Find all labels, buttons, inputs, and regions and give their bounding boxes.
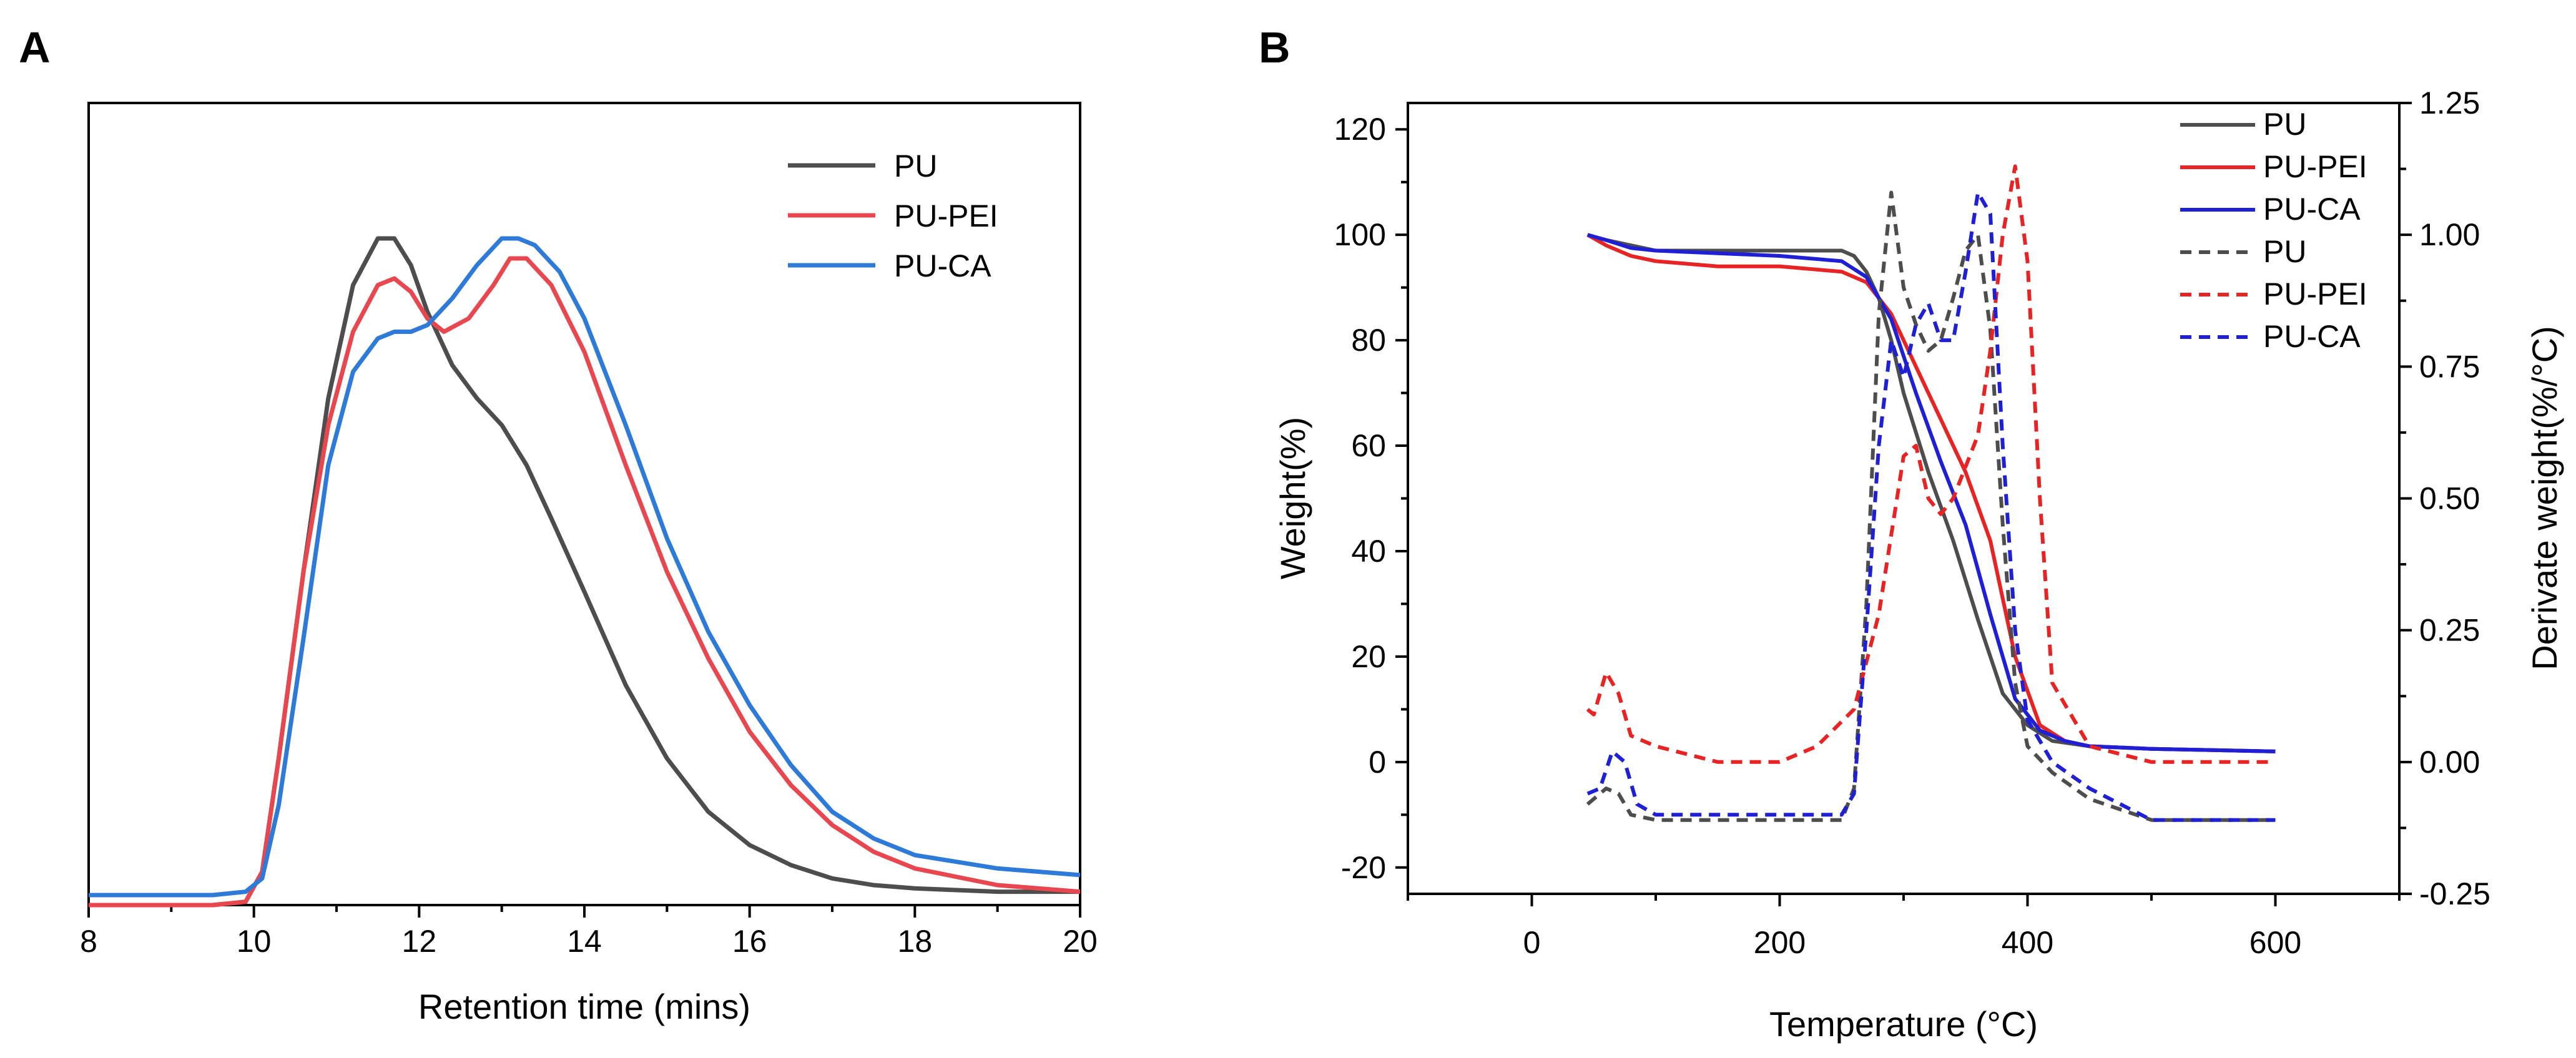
panel-b-legend-label: PU [2263,234,2306,269]
panel-b-x-tick-label: 0 [1523,925,1541,960]
panel-a-x-tick-label: 20 [1063,924,1098,959]
panel-b-y2-tick-label: 0.75 [2419,349,2480,384]
panel-b-y2-tick-label: -0.25 [2419,876,2490,911]
panel-a-x-tick-label: 12 [402,924,437,959]
panel-a-x-tick-label: 10 [237,924,272,959]
panel-b-x-tick-label: 600 [2249,925,2301,960]
panel-b-legend-label: PU-CA [2263,192,2361,227]
panel-a-legend-label: PU-CA [894,248,991,283]
panel-b-dashed-line-pu-ca [1586,190,2276,822]
panel-b-dashed-line-pu [1586,190,2276,822]
panel-b-y-tick-label: 40 [1351,534,1386,569]
panel-b-y2-axis-title: Derivate weight(%/°C) [2525,326,2564,670]
panel-b-y2-tick-label: 0.50 [2419,481,2480,516]
panel-b-legend-label: PU-CA [2263,319,2361,354]
panel-a-x-axis-title: Retention time (mins) [418,987,750,1026]
panel-b-y-tick-label: 120 [1334,112,1386,147]
panel-a-legend-label: PU-PEI [894,198,998,233]
panel-a-letter: A [19,23,51,72]
panel-b: B 0 200 400 600 -20 0 20 40 60 80 100 120 -0.25 0.0… [1259,23,2564,1044]
panel-b-y2-tick-label: 1.25 [2419,86,2480,120]
panel-a-series-line-pu-ca [89,236,1081,898]
panel-b-y2-tick-label: 0.00 [2419,745,2480,780]
panel-b-y-tick-label: 80 [1351,323,1386,358]
panel-b-legend-label: PU-PEI [2263,277,2367,311]
panel-a-series-line-pu [89,236,1080,908]
panel-b-y-ticks: -20 0 20 40 60 80 100 120 [1334,112,1408,885]
panel-a-x-tick-label: 14 [567,924,602,959]
panel-a-legend-label: PU [894,149,937,184]
panel-a-series-lines [89,236,1081,908]
panel-b-x-axis-title: Temperature (°C) [1769,1004,2038,1044]
panel-b-y-tick-label: 100 [1334,217,1386,252]
panel-b-y-axis-title: Weight(%) [1273,417,1312,579]
panel-b-y2-tick-label: 0.25 [2419,613,2480,648]
panel-b-y2-ticks: -0.25 0.00 0.25 0.50 0.75 1.00 1.25 [2399,86,2490,911]
panel-b-x-ticks: 0 200 400 600 [1407,894,2401,960]
panel-a: A 8 10 12 14 16 18 20 PU PU-PEI PU-CA Retention … [19,23,1098,1026]
panel-b-series-lines [1586,164,2276,822]
panel-b-legend: PU PU-PEI PU-CA PU PU-PEI PU-CA [2180,107,2367,354]
panel-a-x-tick-label: 18 [898,924,933,959]
panel-a-x-tick-label: 8 [80,924,97,959]
panel-b-y2-tick-label: 1.00 [2419,217,2480,252]
panel-a-legend: PU PU-PEI PU-CA [788,149,998,283]
panel-a-series-line-pu-pei [89,256,1081,908]
panel-b-legend-label: PU-PEI [2263,149,2367,184]
panel-b-y-tick-label: 20 [1351,639,1386,674]
panel-b-dashed-line-pu-pei [1586,164,2276,764]
panel-b-x-tick-label: 400 [2002,925,2053,960]
panel-a-x-ticks: 8 10 12 14 16 18 20 [80,905,1098,959]
panel-b-plot-frame [1407,102,2401,895]
panel-a-x-tick-label: 16 [732,924,767,959]
panel-b-legend-label: PU [2263,107,2306,142]
panel-b-y-tick-label: 0 [1369,745,1386,780]
panel-b-x-tick-label: 200 [1754,925,1806,960]
panel-b-letter: B [1259,23,1290,72]
panel-b-y-tick-label: -20 [1341,850,1386,885]
panel-b-solid-line-pu-ca [1586,233,2276,753]
panel-b-y-tick-label: 60 [1351,428,1386,463]
